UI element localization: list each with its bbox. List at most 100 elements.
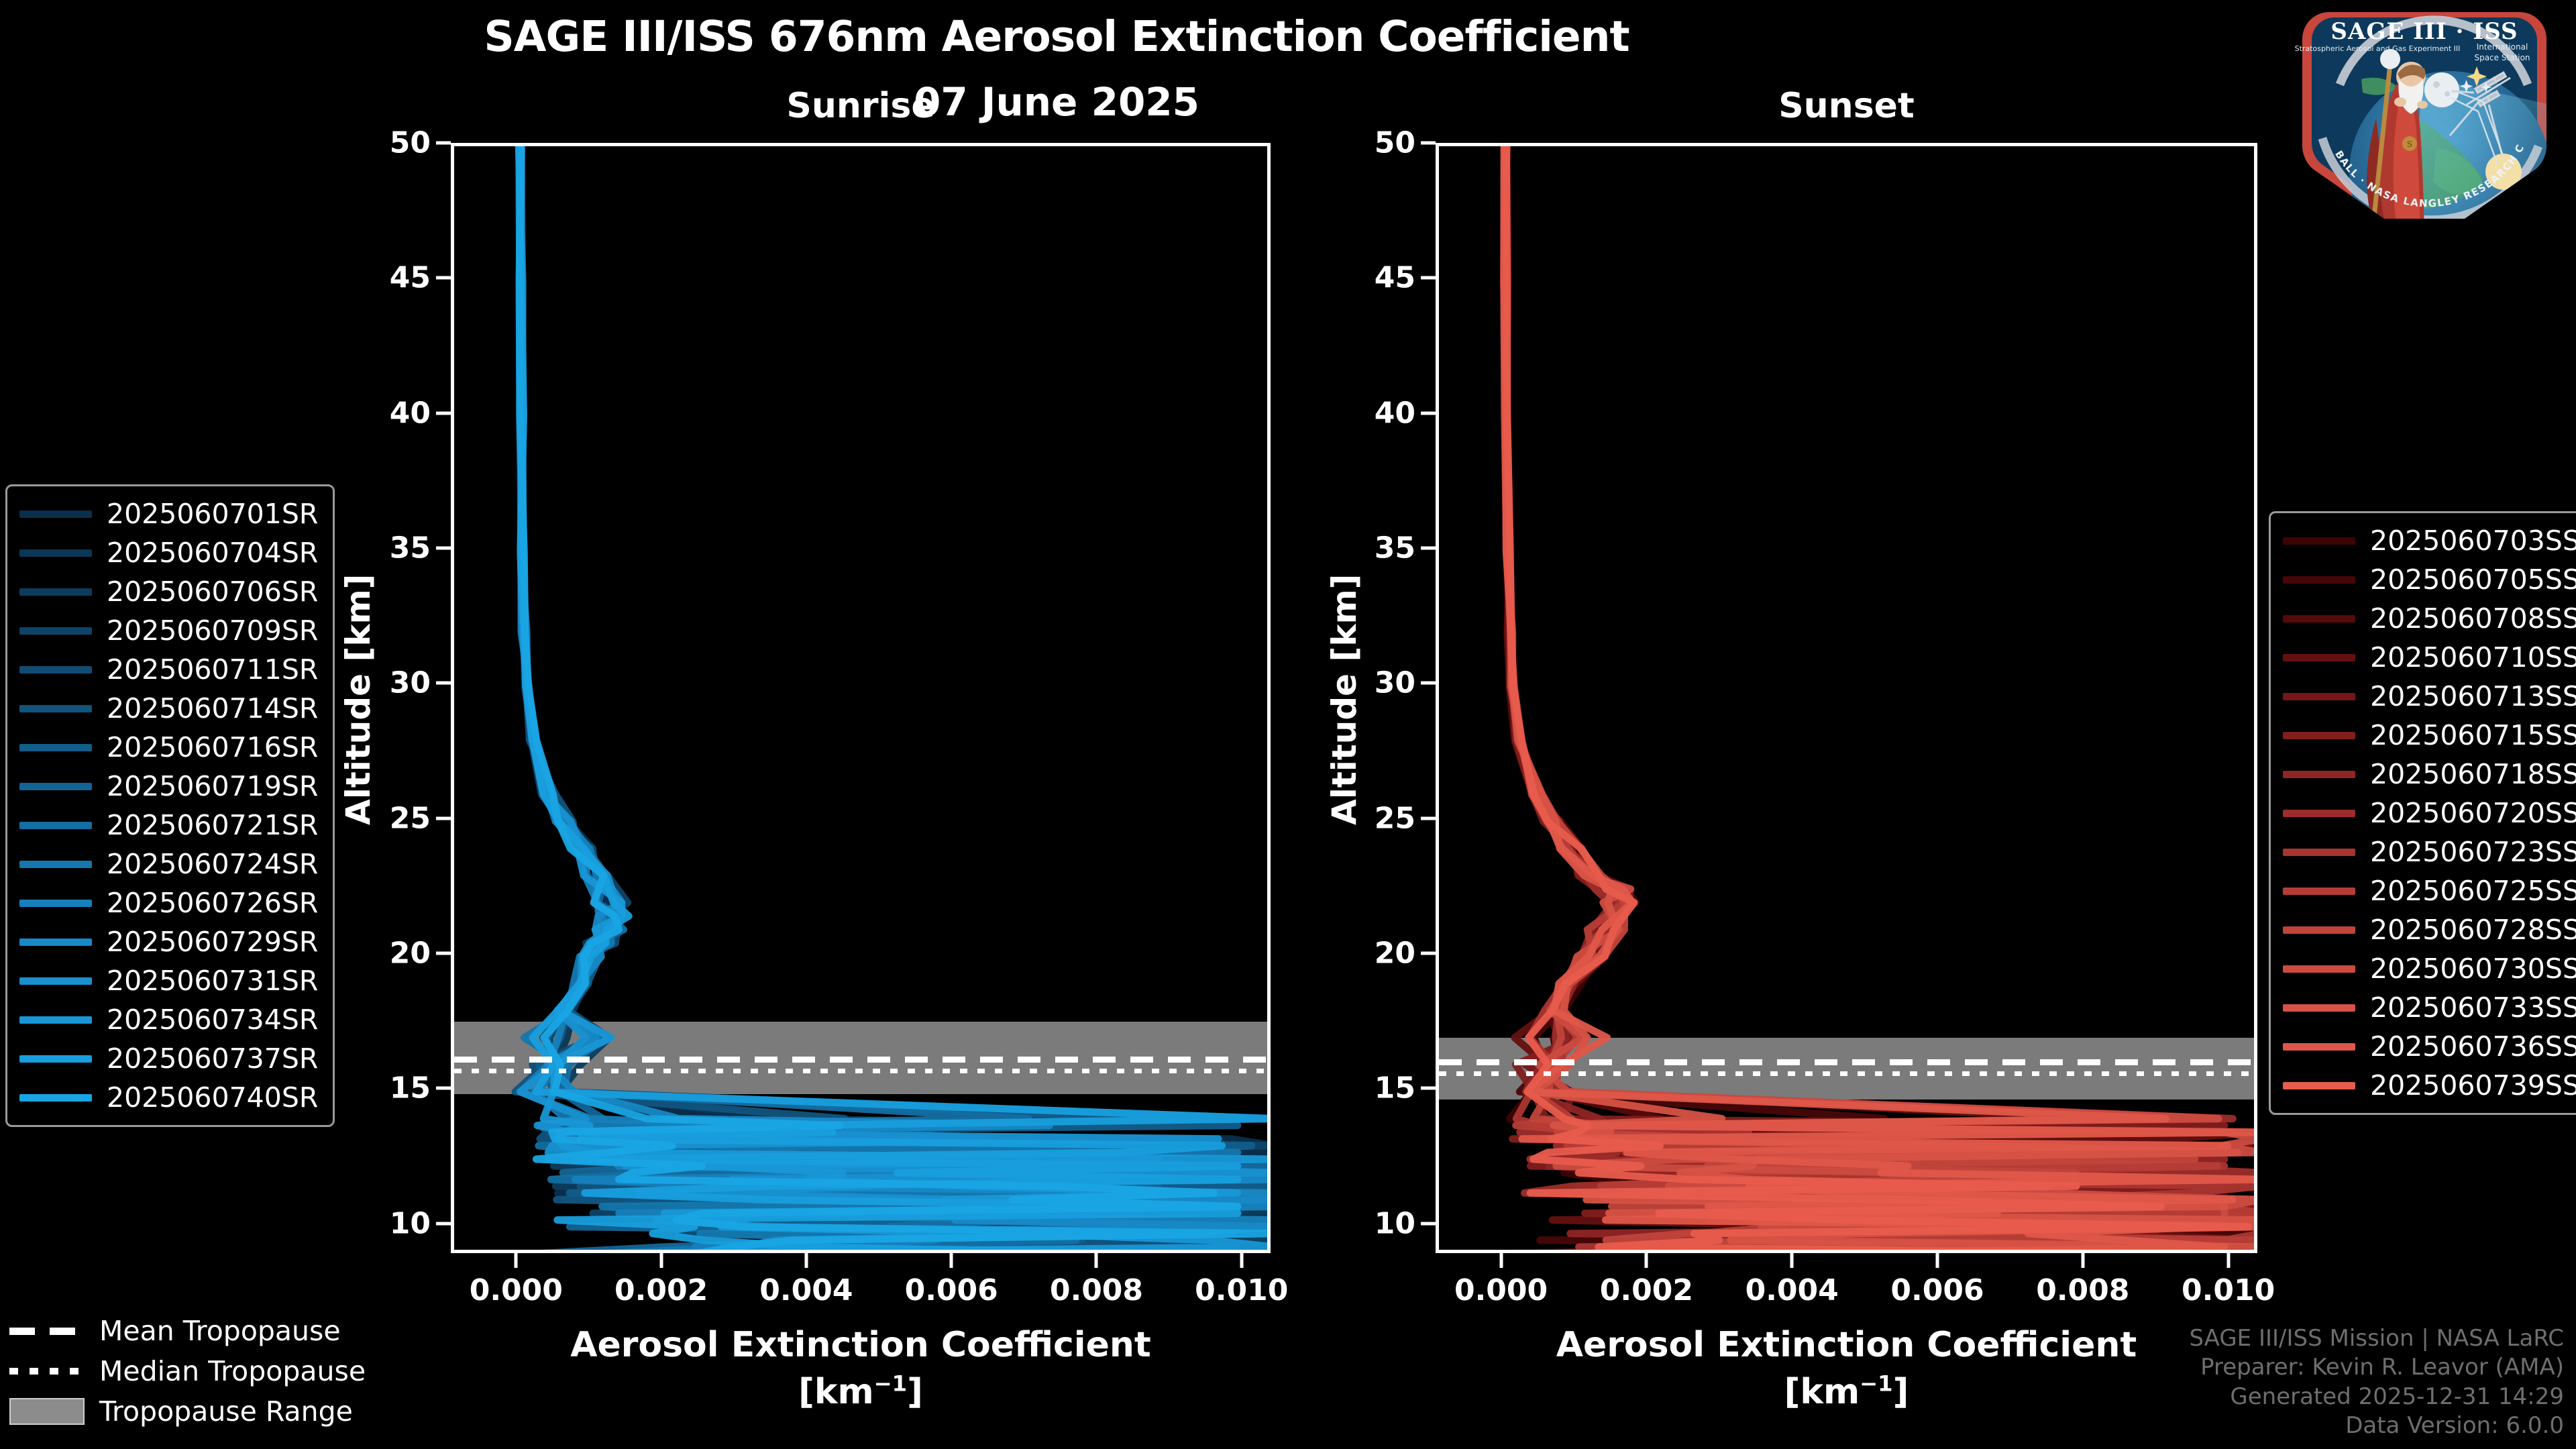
- ytick-label: 20: [389, 936, 431, 971]
- legend-sunset-item[interactable]: 2025060728SS: [2283, 910, 2576, 949]
- legend-sunrise-item[interactable]: 2025060701SR: [19, 494, 318, 533]
- xtick-mark: [659, 1253, 663, 1268]
- legend-item-label: 2025060737SR: [107, 1042, 319, 1075]
- legend-sunrise-item[interactable]: 2025060706SR: [19, 572, 318, 611]
- legend-item-label: 2025060723SS: [2370, 836, 2576, 868]
- legend-item-label: 2025060715SS: [2370, 719, 2576, 751]
- legend-color-swatch: [19, 782, 92, 790]
- xtick-label: 0.010: [2182, 1273, 2275, 1307]
- legend-item-label: 2025060720SS: [2370, 797, 2576, 829]
- legend-item-label: 2025060709SR: [107, 614, 319, 647]
- legend-sunrise-item[interactable]: 2025060711SR: [19, 650, 318, 689]
- legend-sunset-item[interactable]: 2025060725SS: [2283, 871, 2576, 910]
- credit-block: SAGE III/ISS Mission | NASA LaRC Prepare…: [2189, 1324, 2564, 1441]
- legend-item-label: 2025060726SR: [107, 887, 319, 919]
- ytick-mark: [1421, 1086, 1436, 1090]
- legend-sunrise-item[interactable]: 2025060724SR: [19, 845, 318, 883]
- legend-sunset-item[interactable]: 2025060733SS: [2283, 988, 2576, 1027]
- legend-sunrise[interactable]: 2025060701SR 2025060704SR 2025060706SR 2025…: [5, 484, 335, 1127]
- legend-sunset-item[interactable]: 2025060720SS: [2283, 794, 2576, 833]
- legend-sunrise-item[interactable]: 2025060704SR: [19, 533, 318, 572]
- legend-sunrise-item[interactable]: 2025060731SR: [19, 961, 318, 1000]
- profile-line: [1500, 146, 2254, 1250]
- legend-sunset-item[interactable]: 2025060703SS: [2283, 521, 2576, 560]
- xtick-mark: [514, 1253, 518, 1268]
- profile-line: [1500, 146, 2254, 1250]
- credit-line-generated: Generated 2025-12-31 14:29: [2230, 1383, 2564, 1410]
- logo-sun: [2485, 154, 2522, 190]
- xtick-mark: [804, 1253, 808, 1268]
- ytick-mark: [436, 411, 451, 415]
- legend-sunset-item[interactable]: 2025060705SS: [2283, 560, 2576, 599]
- ytick-label: 15: [389, 1071, 431, 1106]
- legend-color-swatch: [19, 1093, 92, 1102]
- legend-sunset-item[interactable]: 2025060730SS: [2283, 949, 2576, 988]
- profile-line: [1503, 146, 2252, 1250]
- legend-sunrise-item[interactable]: 2025060721SR: [19, 806, 318, 845]
- legend-sunrise-item[interactable]: 2025060716SR: [19, 728, 318, 767]
- legend-sunset-item[interactable]: 2025060739SS: [2283, 1066, 2576, 1105]
- legend-sunset-item[interactable]: 2025060723SS: [2283, 833, 2576, 871]
- legend-sunrise-item[interactable]: 2025060734SR: [19, 1000, 318, 1039]
- legend-item-label: 2025060740SR: [107, 1081, 319, 1114]
- legend-color-swatch: [19, 977, 92, 985]
- ytick-mark: [436, 1222, 451, 1226]
- legend-tropopause-label: Tropopause Range: [99, 1395, 353, 1428]
- plot-sunrise[interactable]: [451, 143, 1271, 1253]
- legend-color-swatch: [19, 588, 92, 596]
- legend-color-swatch: [2283, 926, 2355, 934]
- legend-item-label: 2025060728SS: [2370, 914, 2576, 946]
- legend-sunset-item[interactable]: 2025060715SS: [2283, 716, 2576, 755]
- xtick-label: 0.002: [614, 1273, 708, 1307]
- sage-iii-iss-mission-logo: S BALL · NASA LANGLEY RESEARCH CENTER · …: [2282, 4, 2567, 244]
- profile-curves-sunset: [1500, 146, 2254, 1250]
- profile-line: [515, 146, 1267, 1250]
- legend-item-label: 2025060730SS: [2370, 953, 2576, 985]
- legend-sunset-item[interactable]: 2025060708SS: [2283, 599, 2576, 638]
- legend-sunrise-item[interactable]: 2025060719SR: [19, 767, 318, 806]
- profile-curves-sunrise: [511, 146, 1267, 1250]
- profile-line: [1500, 146, 2254, 1250]
- legend-sunset-item[interactable]: 2025060718SS: [2283, 755, 2576, 794]
- legend-sunset[interactable]: 2025060703SS 2025060705SS 2025060708SS 2025…: [2269, 511, 2576, 1115]
- legend-item-label: 2025060705SS: [2370, 564, 2576, 596]
- legend-sunset-item[interactable]: 2025060713SS: [2283, 677, 2576, 716]
- ytick-mark: [1421, 1222, 1436, 1226]
- ytick-mark: [1421, 276, 1436, 280]
- profile-line: [1501, 146, 2249, 1250]
- legend-sunrise-item[interactable]: 2025060729SR: [19, 922, 318, 961]
- legend-color-swatch: [19, 899, 92, 907]
- ytick-label: 30: [1374, 665, 1415, 700]
- date-subtitle: 07 June 2025: [913, 79, 1200, 125]
- legend-color-swatch: [2283, 848, 2355, 856]
- profile-line: [516, 146, 1267, 1250]
- legend-sunrise-item[interactable]: 2025060740SR: [19, 1078, 318, 1117]
- plot-sunset[interactable]: [1436, 143, 2257, 1253]
- ytick-label: 45: [1374, 260, 1415, 295]
- legend-sunset-item[interactable]: 2025060736SS: [2283, 1027, 2576, 1066]
- legend-color-swatch: [19, 743, 92, 751]
- profile-line: [1500, 146, 2254, 1250]
- xtick-mark: [1790, 1253, 1794, 1268]
- legend-color-swatch: [19, 549, 92, 557]
- legend-item-label: 2025060733SS: [2370, 991, 2576, 1024]
- legend-sunrise-item[interactable]: 2025060726SR: [19, 883, 318, 922]
- legend-sunset-item[interactable]: 2025060710SS: [2283, 638, 2576, 677]
- logo-iss: [2449, 70, 2511, 156]
- legend-color-swatch: [19, 510, 92, 518]
- legend-sunrise-item[interactable]: 2025060737SR: [19, 1039, 318, 1078]
- ytick-mark: [436, 276, 451, 280]
- xtick-mark: [2081, 1253, 2085, 1268]
- legend-color-swatch: [19, 627, 92, 635]
- logo-title: SAGE III · ISS: [2330, 18, 2518, 45]
- legend-item-label: 2025060708SS: [2370, 602, 2576, 635]
- legend-item-label: 2025060739SS: [2370, 1069, 2576, 1102]
- ytick-label: 10: [1374, 1206, 1415, 1241]
- xtick-label: 0.008: [2036, 1273, 2130, 1307]
- ytick-label: 50: [1374, 125, 1415, 160]
- mean-tropopause-line: [1439, 1059, 2254, 1066]
- ytick-label: 20: [1374, 936, 1415, 971]
- legend-sunrise-item[interactable]: 2025060709SR: [19, 611, 318, 650]
- legend-sunrise-item[interactable]: 2025060714SR: [19, 689, 318, 728]
- ytick-mark: [1421, 951, 1436, 955]
